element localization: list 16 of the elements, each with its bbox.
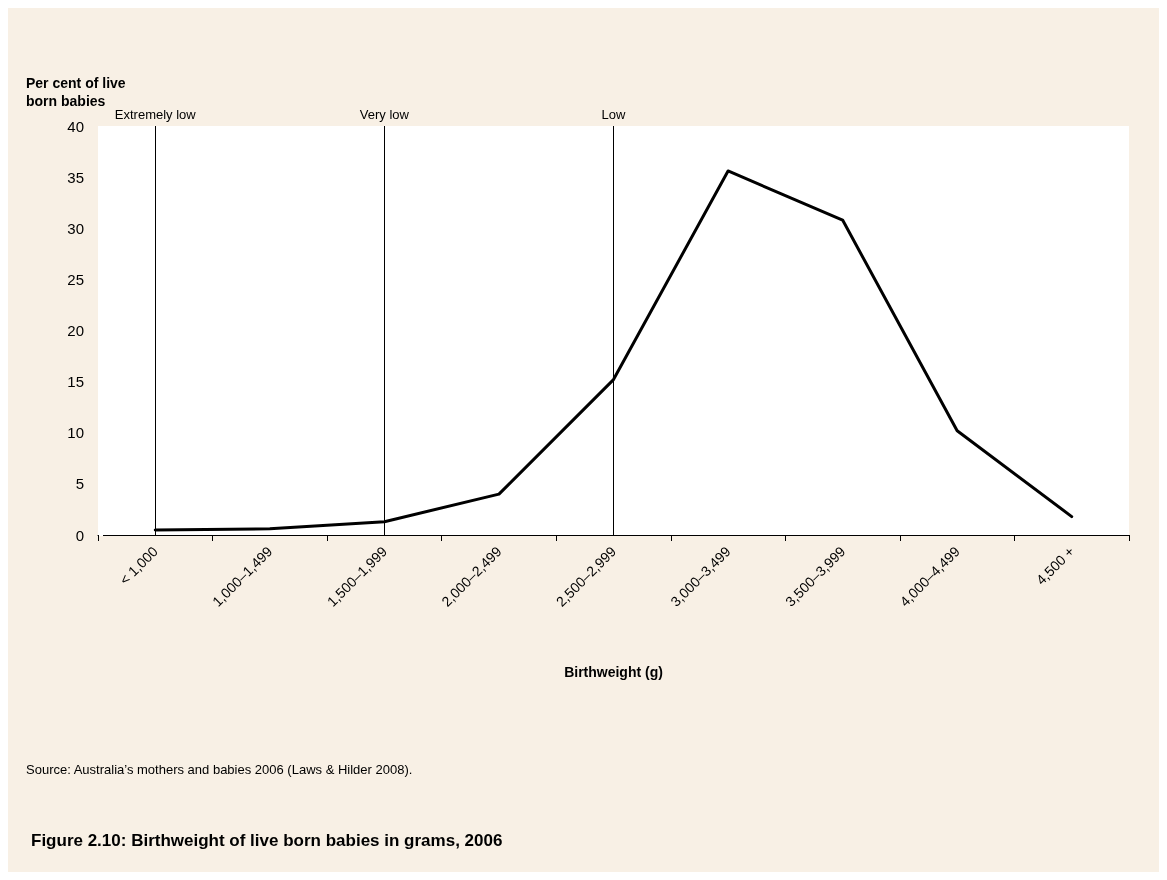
y-tick-label: 35 xyxy=(67,168,84,186)
text: Figure 2.10: Birthweight of live born babies in grams, 2006 xyxy=(31,831,503,850)
source-note: Source: Australia’s mothers and babies 2006 (Laws & Hilder 2008). xyxy=(26,762,413,777)
ref-line-label: Low xyxy=(601,107,627,122)
ref-line-label: Very low xyxy=(359,107,410,122)
y-tick-label: 25 xyxy=(67,270,84,288)
y-tick-label: 20 xyxy=(67,322,84,339)
y-tick-label: 10 xyxy=(67,424,84,442)
y-tick-label: 5 xyxy=(75,475,84,493)
y-tick-label: 0 xyxy=(75,526,84,544)
y-axis-title: Per cent of live born babies xyxy=(26,75,130,109)
x-axis-title: Birthweight (g) xyxy=(564,664,663,680)
y-tick-label: 30 xyxy=(67,219,84,237)
y-tick-label: 15 xyxy=(67,373,84,391)
ref-line-label: Extremely low xyxy=(114,107,197,122)
y-tick-label: 40 xyxy=(67,117,84,135)
